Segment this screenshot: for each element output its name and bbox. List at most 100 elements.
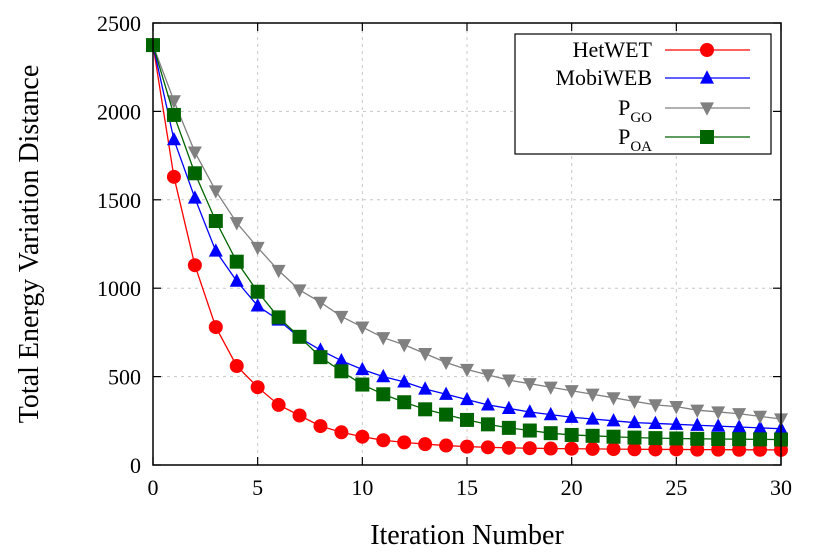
series-pgo [146,39,788,427]
data-point [166,107,181,122]
data-point [439,386,454,400]
series-mobiweb [146,37,788,435]
data-point [418,381,433,395]
y-tick-label: 1000 [97,276,141,301]
data-point [627,414,642,429]
data-point [397,339,412,353]
data-point [208,214,223,229]
series-layer [146,37,788,457]
y-tick-label: 0 [130,453,141,478]
data-point [313,350,328,365]
legend-label-sub: GO [630,110,652,126]
data-point [313,419,328,434]
data-point [313,296,328,311]
data-point [166,169,181,184]
legend-item: PGO [618,95,750,126]
y-tick-label: 2500 [97,11,141,36]
data-point [439,407,454,422]
data-point [669,442,684,457]
data-point [606,413,621,427]
data-point [501,420,516,435]
data-point [627,395,642,410]
data-point [418,348,433,362]
data-point [522,423,537,438]
data-point [250,380,265,395]
data-point [250,298,265,312]
legend-marker [700,43,714,57]
data-point [564,427,579,442]
data-point [501,374,516,388]
data-point [480,369,495,383]
data-point [166,95,181,109]
data-point [480,440,495,455]
data-point [187,146,202,160]
data-point [355,361,370,376]
data-point [753,410,768,425]
x-tick-label: 10 [351,475,373,500]
data-point [522,404,537,418]
data-point [732,419,747,433]
data-point [732,408,747,422]
data-point [208,320,223,335]
data-point [187,166,202,181]
data-point [334,310,349,325]
legend-label: PGO [618,95,652,126]
data-point [418,402,433,417]
legend-label: MobiWEB [555,65,652,90]
data-point [439,438,454,453]
data-point [376,332,391,346]
x-tick-label: 0 [148,475,159,500]
data-point [648,399,663,413]
data-point [187,258,202,273]
data-point [606,442,621,457]
data-point [460,439,474,454]
legend-label-sub: OA [630,139,652,155]
series-hetwet [146,38,788,457]
data-point [480,397,495,411]
data-point [711,432,726,447]
data-point [376,368,391,383]
data-point [753,432,768,447]
data-point [564,385,579,399]
data-point [229,273,244,287]
data-point [648,442,663,457]
series-poa [146,38,788,447]
data-point [669,431,684,446]
y-tick-label: 1500 [97,188,141,213]
data-point [669,416,684,430]
data-point [606,429,621,444]
data-point [627,442,642,457]
data-point [522,378,537,392]
y-axis-title: Total Energy Variation Distance [14,65,45,424]
data-point [564,409,579,423]
axis-ticks: 0 5 10 15 20 25 30 0 500 1000 1500 2000 2500 [97,11,792,500]
y-tick-label: 2000 [97,99,141,124]
data-point [229,254,244,269]
data-point [355,429,370,444]
data-point [250,241,265,256]
data-point [585,411,600,425]
data-point [229,358,244,373]
data-point [355,321,370,335]
legend-marker [700,130,714,144]
x-tick-label: 5 [252,475,263,500]
data-point [543,426,558,441]
data-point [585,388,600,402]
data-point [271,397,286,412]
x-tick-label: 25 [665,475,687,500]
legend-label: HetWET [573,37,653,62]
legend-marker [700,102,714,116]
data-point [376,387,391,402]
data-point [543,381,558,395]
x-axis-title: Iteration Number [370,520,564,551]
data-point [627,430,642,445]
data-point [397,435,412,450]
data-point [334,364,349,379]
data-point [397,395,412,410]
data-point [564,441,579,456]
legend-label-main: P [618,95,630,120]
data-point [690,404,705,418]
data-point [690,442,705,457]
data-point [480,417,495,432]
